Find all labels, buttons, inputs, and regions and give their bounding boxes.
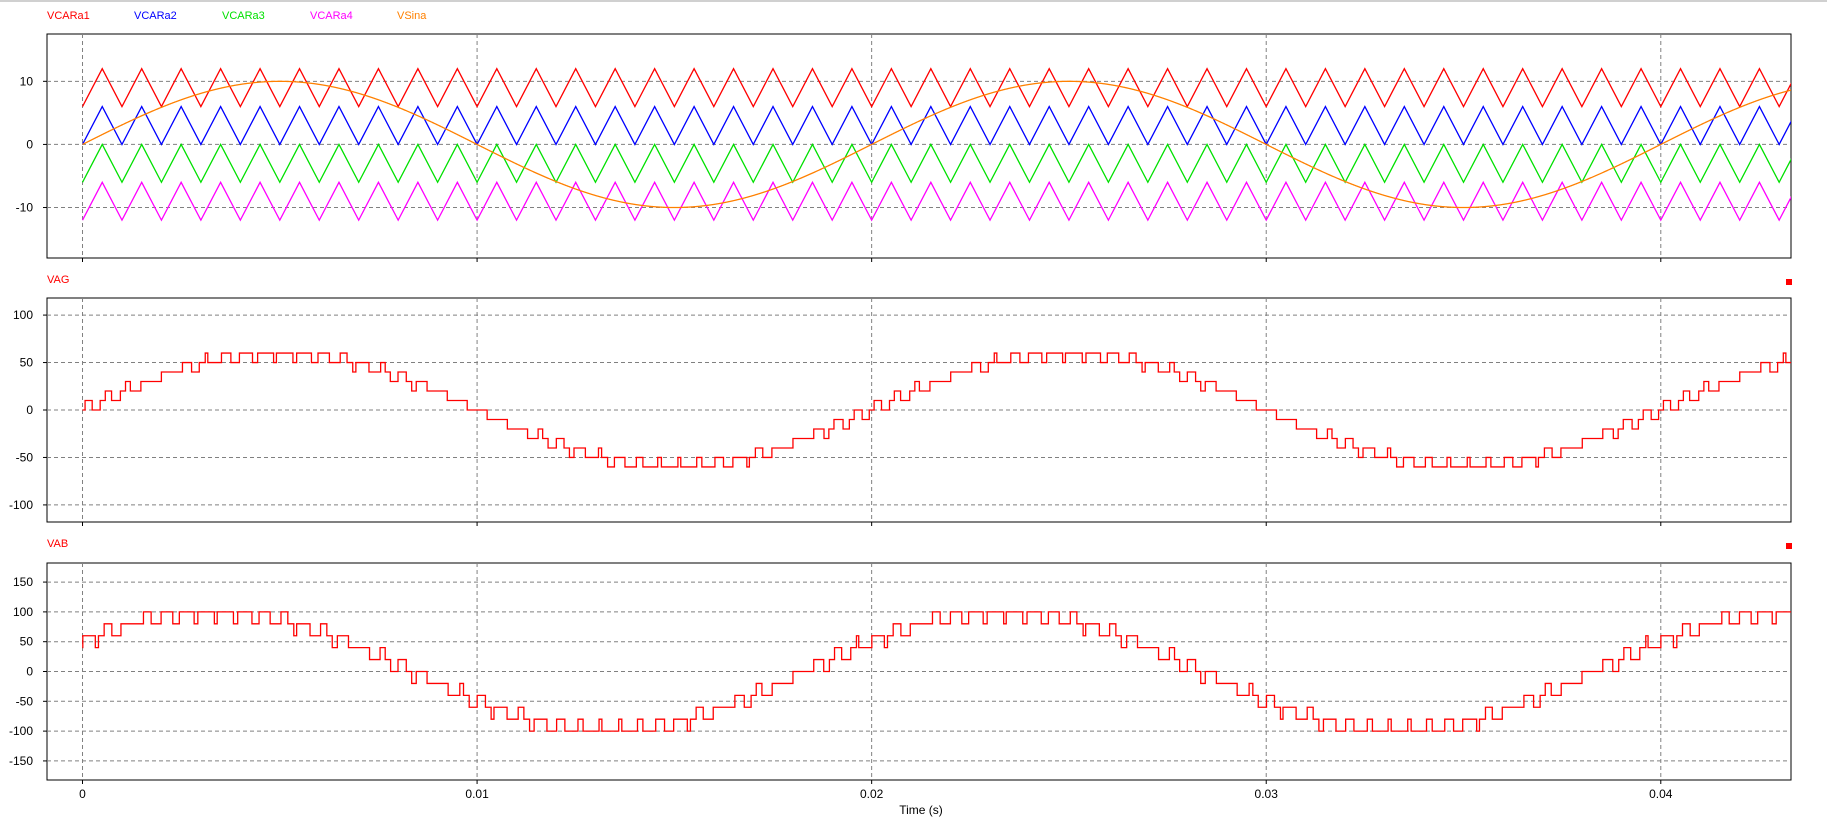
y-tick-label: 100 (13, 308, 33, 322)
legend-entry-vcara4: VCARa4 (310, 10, 353, 22)
y-tick-label: 50 (20, 356, 34, 370)
x-tick-label: 0.02 (860, 787, 884, 801)
series-line-vcara4 (81, 180, 1791, 222)
y-tick-label: 100 (13, 605, 33, 619)
legend-entry-vsina: VSina (397, 10, 427, 22)
series-line-vsina (82, 80, 1791, 209)
y-tick-label: -50 (16, 694, 34, 708)
series-line-vcara3 (81, 143, 1791, 184)
y-tick-label: 10 (20, 74, 34, 88)
y-tick-label: -10 (16, 201, 34, 215)
series-line-vcara1 (81, 67, 1791, 108)
panel-marker (1786, 543, 1792, 549)
series-line-vcara2 (81, 105, 1791, 146)
legend-entry-vab: VAB (47, 538, 68, 550)
series-line-vab (82, 611, 1791, 732)
plot-panel-1: 10 0 -10 VCARa1 VCARa2 VCARa3 VCARa4 VSina (16, 10, 1792, 262)
plot-frame (46, 33, 1792, 259)
x-tick-label: 0.04 (1649, 787, 1673, 801)
y-tick-label: -100 (9, 498, 33, 512)
y-tick-label: -100 (9, 724, 33, 738)
y-tick-label: 0 (26, 665, 33, 679)
y-tick-label: 0 (26, 137, 33, 151)
y-tick-label: -50 (16, 450, 34, 464)
y-tick-label: 0 (26, 403, 33, 417)
plot-panel-3: 150 100 50 0 -50 -100 -150 VAB 0 0.01 0.02 0.03 0.04… (9, 538, 1792, 817)
y-tick-label: 50 (20, 635, 34, 649)
x-axis-label: Time (s) (899, 803, 943, 817)
x-tick-label: 0.01 (465, 787, 489, 801)
legend-entry-vag: VAG (47, 274, 69, 286)
plot-panel-2: 100 50 0 -50 -100 VAG (9, 274, 1792, 526)
series-line-vag (82, 352, 1791, 468)
legend-entry-vcara1: VCARa1 (47, 10, 90, 22)
legend-entry-vcara2: VCARa2 (134, 10, 177, 22)
legend-entry-vcara3: VCARa3 (222, 10, 265, 22)
x-tick-label: 0.03 (1255, 787, 1279, 801)
y-tick-label: -150 (9, 754, 33, 768)
y-tick-label: 150 (13, 575, 33, 589)
x-tick-label: 0 (79, 787, 86, 801)
panel-marker (1786, 279, 1792, 285)
